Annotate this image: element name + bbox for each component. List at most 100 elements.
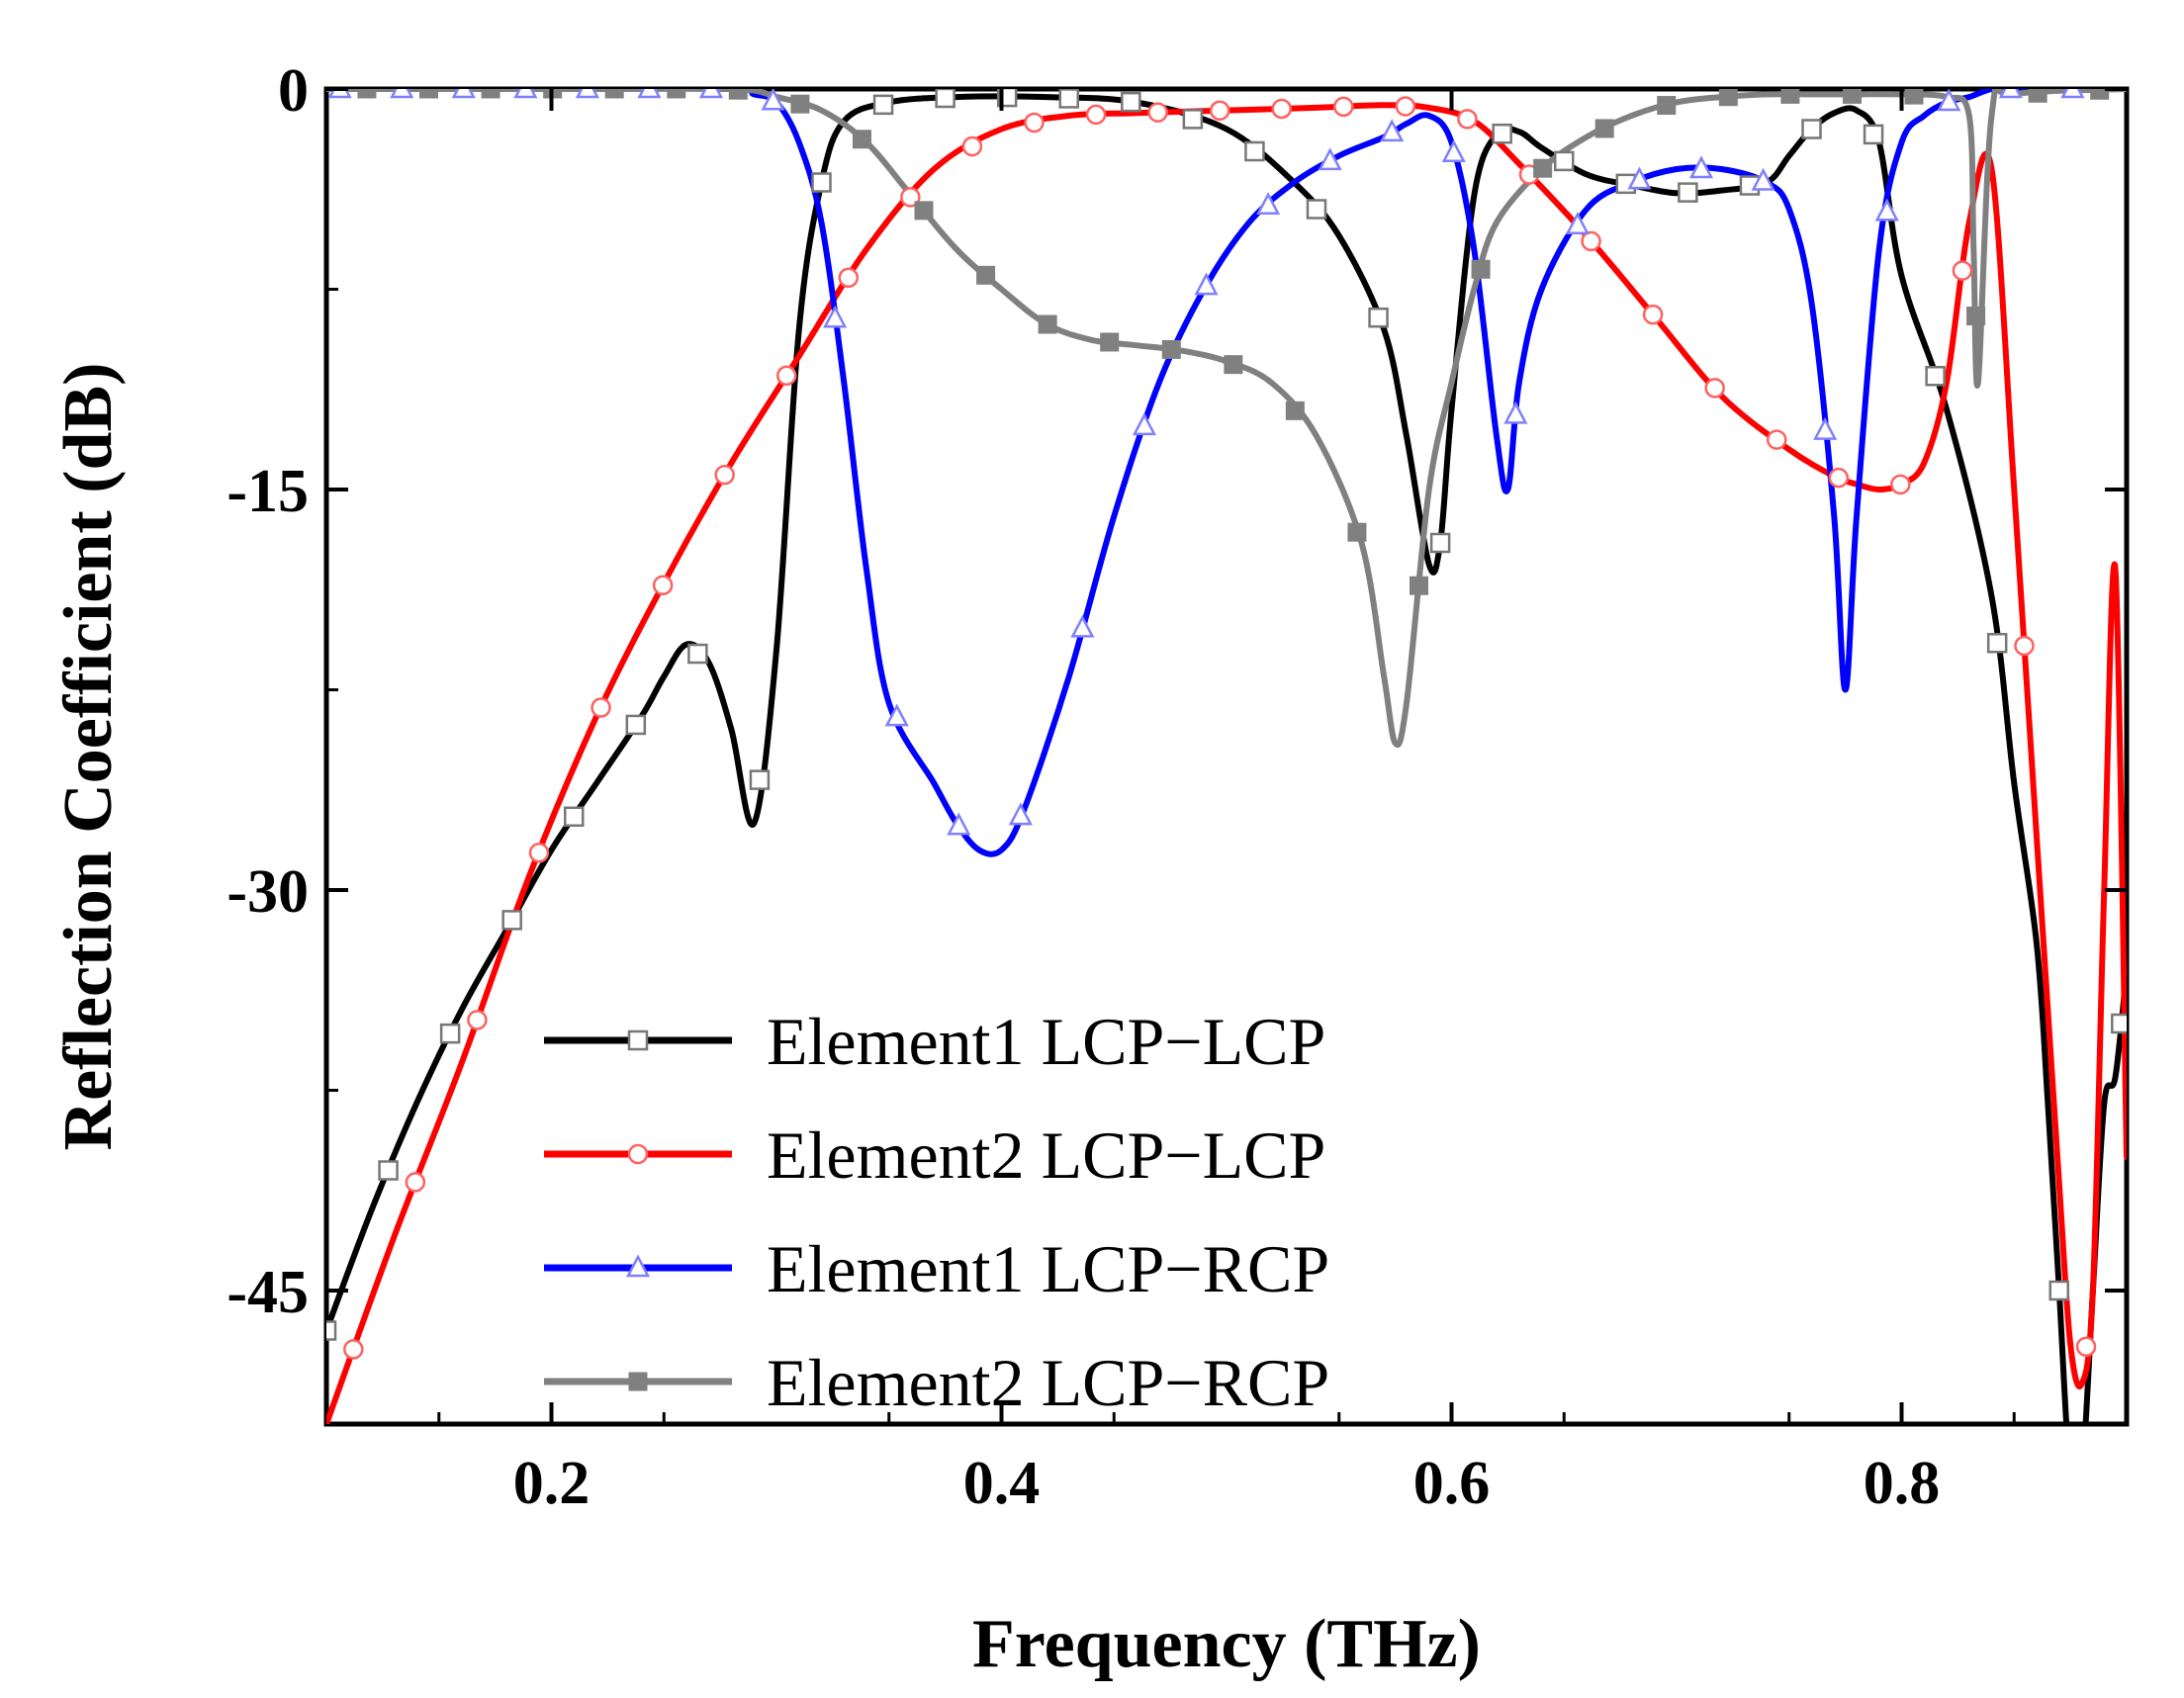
element1-lcp-rcp-marker — [513, 89, 538, 99]
element2-lcp-rcp-marker — [1100, 332, 1120, 352]
element1-lcp-rcp-marker — [1874, 198, 1899, 222]
legend-label: Element2 LCP−RCP — [767, 1345, 1329, 1420]
element2-lcp-rcp-marker — [604, 89, 624, 99]
element2-lcp-lcp-marker — [714, 464, 735, 486]
element2-lcp-lcp-marker — [652, 575, 674, 595]
element2-lcp-lcp-marker — [1085, 104, 1107, 126]
element1-lcp-rcp-marker — [1503, 401, 1528, 424]
element2-lcp-rcp-marker — [1842, 89, 1862, 104]
element2-lcp-lcp-marker — [1457, 109, 1478, 130]
legend-label: Element1 LCP−RCP — [767, 1231, 1329, 1306]
element1-lcp-rcp-marker — [575, 89, 599, 99]
element2-lcp-lcp-marker — [1581, 230, 1601, 252]
element1-lcp-lcp-marker — [1925, 366, 1946, 387]
element2-lcp-lcp-marker — [1704, 378, 1725, 399]
element1-lcp-lcp-marker — [564, 806, 585, 827]
y-axis-title: Reflection Coefficient (dB) — [50, 363, 127, 1151]
element2-lcp-lcp-marker — [591, 697, 611, 718]
element1-lcp-rcp-marker — [698, 89, 724, 99]
element2-lcp-rcp-marker — [1533, 158, 1553, 178]
legend-label: Element2 LCP−LCP — [767, 1117, 1325, 1193]
element1-lcp-rcp-marker — [1627, 166, 1652, 190]
element1-lcp-rcp-marker — [1318, 147, 1342, 171]
marker-layer — [326, 89, 2127, 1360]
x-tick-label: 0.8 — [1864, 1450, 1941, 1517]
y-tick-label: -45 — [227, 1259, 309, 1326]
element2-lcp-lcp-marker — [343, 1339, 364, 1360]
element1-lcp-lcp-marker — [1306, 199, 1327, 220]
element2-lcp-rcp-marker — [1594, 119, 1614, 138]
element2-lcp-rcp-marker — [357, 89, 377, 99]
element2-lcp-lcp-marker — [1952, 260, 1973, 281]
element1-lcp-rcp-line — [326, 89, 2127, 857]
element2-lcp-rcp-line — [326, 89, 2127, 749]
element1-lcp-rcp-marker — [761, 89, 785, 111]
element2-lcp-rcp-marker — [667, 89, 686, 99]
element2-lcp-rcp-marker — [914, 201, 934, 221]
legend-marker-element2-lcp-lcp-marker — [627, 1143, 649, 1165]
element2-lcp-lcp-marker — [775, 365, 797, 387]
element2-lcp-rcp-marker — [1471, 259, 1491, 279]
element2-lcp-rcp-marker — [976, 265, 996, 285]
element1-lcp-lcp-marker — [935, 89, 956, 109]
element1-lcp-rcp-marker — [1132, 412, 1157, 436]
element2-lcp-rcp-marker — [1161, 339, 1181, 359]
element1-lcp-rcp-marker — [1256, 192, 1281, 216]
element2-lcp-lcp-marker — [1024, 112, 1045, 134]
element1-lcp-lcp-marker — [501, 910, 522, 931]
legend-marker-element1-lcp-lcp-marker — [627, 1029, 649, 1051]
y-tick-label: 0 — [278, 57, 309, 125]
element2-lcp-rcp-marker — [1780, 89, 1800, 104]
element1-lcp-rcp-marker — [823, 305, 848, 328]
element2-lcp-rcp-marker — [1038, 314, 1057, 334]
element1-lcp-lcp-marker — [1801, 119, 1822, 139]
element1-lcp-lcp-marker — [2048, 1280, 2069, 1301]
element1-lcp-lcp-marker — [1863, 124, 1884, 145]
element1-lcp-rcp-marker — [884, 703, 909, 727]
element2-lcp-rcp-marker — [1904, 89, 1924, 105]
element2-lcp-lcp-marker — [1395, 96, 1416, 117]
element1-lcp-rcp-marker — [1813, 416, 1838, 440]
legend-label: Element1 LCP−LCP — [767, 1004, 1325, 1079]
element2-lcp-rcp-marker — [481, 89, 500, 99]
element2-lcp-lcp-marker — [838, 267, 860, 289]
element2-lcp-lcp-marker — [467, 1010, 488, 1030]
element1-lcp-lcp-marker — [749, 769, 771, 790]
element1-lcp-rcp-marker — [1194, 272, 1219, 296]
element2-lcp-rcp-marker — [1224, 355, 1243, 375]
element2-lcp-rcp-marker — [1410, 576, 1429, 595]
element2-lcp-lcp-marker — [1642, 304, 1664, 325]
element1-lcp-rcp-marker — [390, 89, 414, 99]
element1-lcp-rcp-marker — [1441, 139, 1466, 163]
element1-lcp-lcp-marker — [1492, 123, 1512, 144]
element1-lcp-rcp-marker — [1070, 614, 1095, 638]
element2-lcp-lcp-marker — [405, 1172, 426, 1193]
y-tick-label: -30 — [227, 858, 309, 926]
legend-marker-element1-lcp-rcp-marker — [625, 1254, 651, 1278]
element1-lcp-lcp-marker — [1429, 532, 1451, 554]
element2-lcp-lcp-marker — [961, 135, 983, 157]
element1-lcp-rcp-marker — [1688, 155, 1714, 179]
x-axis-title: Frequency (THz) — [972, 1606, 1481, 1682]
element1-lcp-rcp-marker — [1937, 89, 1961, 112]
element2-lcp-lcp-marker — [1828, 467, 1850, 489]
element2-lcp-rcp-marker — [1347, 522, 1367, 542]
element2-lcp-rcp-marker — [1657, 96, 1677, 116]
plot-frame — [323, 86, 2130, 1427]
element2-lcp-lcp-line — [326, 102, 2127, 1424]
element1-lcp-lcp-marker — [439, 1023, 461, 1044]
legend-marker-element2-lcp-rcp-marker — [628, 1372, 648, 1391]
element2-lcp-rcp-marker — [1718, 89, 1738, 107]
element2-lcp-lcp-marker — [1209, 100, 1230, 122]
x-tick-label: 0.6 — [1413, 1450, 1491, 1517]
axis-layer: 0.2 0.4 0.6 0.8 0 -15 -30 -45 — [227, 57, 2127, 1517]
element1-lcp-lcp-marker — [625, 714, 647, 736]
element1-lcp-rcp-marker — [451, 89, 476, 99]
element1-lcp-rcp-marker — [947, 812, 971, 836]
element1-lcp-rcp-marker — [1565, 212, 1590, 234]
element2-lcp-lcp-marker — [2075, 1336, 2097, 1357]
element1-lcp-lcp-marker — [687, 643, 708, 665]
element1-lcp-lcp-marker — [1986, 633, 2008, 654]
element2-lcp-rcp-marker — [852, 130, 871, 149]
